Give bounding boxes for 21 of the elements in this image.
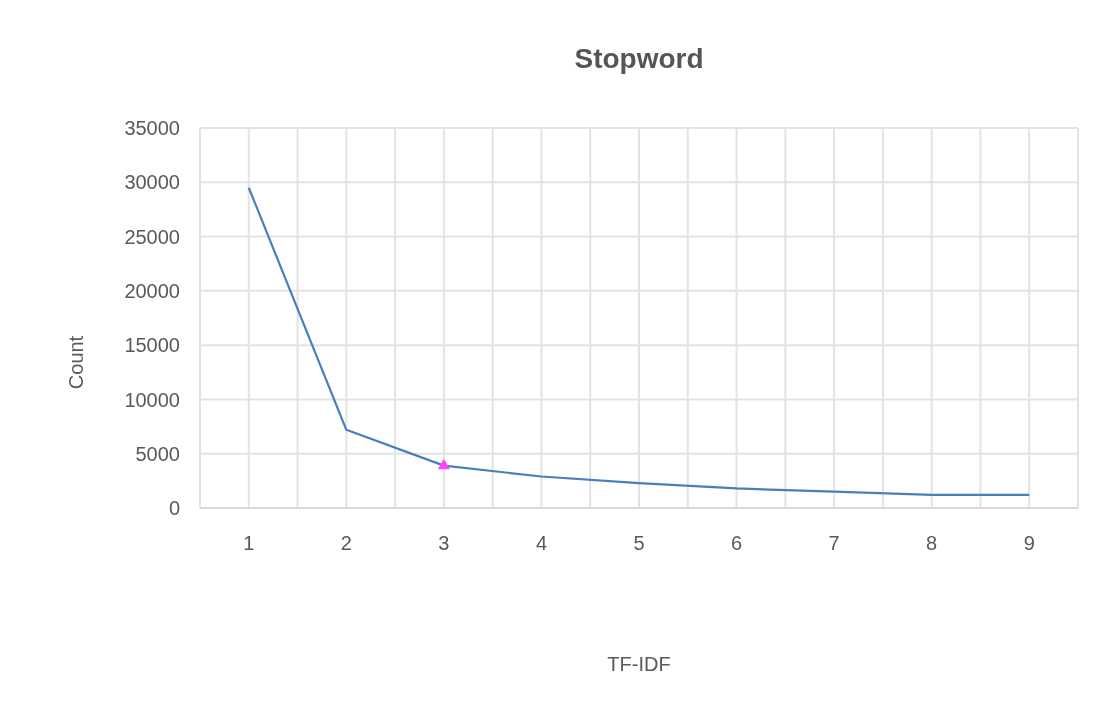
x-tick-label: 6 xyxy=(730,532,743,555)
x-tick-label: 1 xyxy=(243,532,255,555)
y-tick-label: 30000 xyxy=(124,171,180,194)
chart-title: Stopword xyxy=(573,43,705,75)
y-tick-label: 10000 xyxy=(124,388,180,411)
x-axis-title: TF-IDF xyxy=(606,653,672,676)
line-series xyxy=(247,186,1031,497)
x-tick-label: 9 xyxy=(1023,532,1035,555)
x-tick-label: 2 xyxy=(340,532,352,555)
y-tick-label: 20000 xyxy=(124,279,180,302)
x-tick-label: 5 xyxy=(633,532,645,555)
y-axis-title: Count xyxy=(64,334,88,392)
x-tick-label: 3 xyxy=(438,532,450,555)
y-tick-label: 35000 xyxy=(124,117,180,140)
x-tick-label: 4 xyxy=(535,532,548,555)
x-tick-label: 8 xyxy=(926,532,938,555)
x-tick-label: 7 xyxy=(828,532,840,555)
y-tick-label: 25000 xyxy=(124,225,180,248)
y-tick-label: 0 xyxy=(168,497,180,520)
y-tick-label: 5000 xyxy=(135,442,180,465)
y-tick-label: 15000 xyxy=(124,334,180,357)
